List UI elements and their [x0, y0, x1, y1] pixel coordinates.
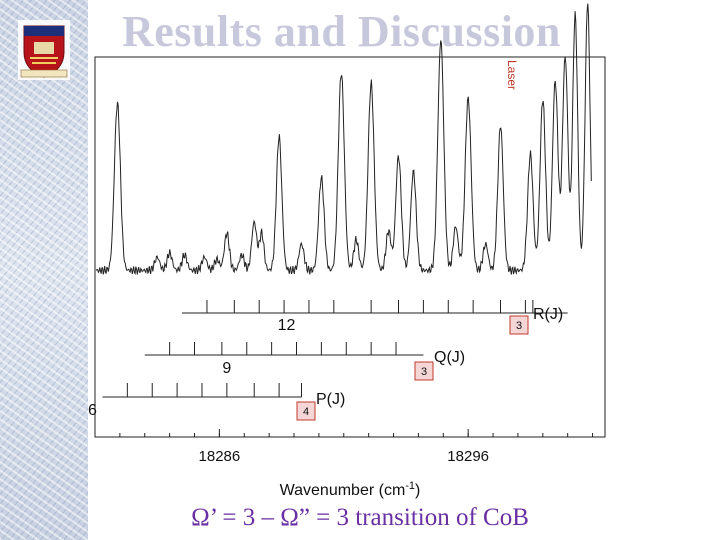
- x-axis-label-sup: -1: [405, 480, 415, 492]
- ladder-start-box: [509, 315, 529, 335]
- ladder-start-box: [296, 401, 316, 421]
- x-tick-label: 18286: [199, 448, 241, 465]
- ladder-start-label: 4: [303, 406, 309, 418]
- ladder-1: 9 3 Q(J): [144, 342, 465, 381]
- university-crest-logo: [18, 20, 70, 80]
- ladder-j-label: 12: [278, 317, 296, 334]
- spectrum-line: [95, 3, 592, 276]
- ladder-start-label: 3: [516, 320, 522, 332]
- x-axis-label: Wavenumber (cm-1): [280, 480, 421, 499]
- branch-name-q: Q(J): [434, 349, 465, 366]
- ladder-j-label: 9: [222, 360, 231, 377]
- ladder-start-box: [414, 361, 434, 381]
- slide-title: Results and Discussion: [122, 7, 561, 56]
- plot-frame: [94, 56, 606, 438]
- branch-name-p: P(J): [316, 391, 345, 408]
- decorative-sidebar: [0, 0, 88, 540]
- x-axis-label-text: Wavenumber (cm: [280, 482, 406, 499]
- slide-caption: Ω’ = 3 – Ω” = 3 transition of CoB: [191, 504, 529, 531]
- ladder-j-label: 6: [88, 402, 97, 419]
- x-tick-label: 18296: [447, 448, 489, 465]
- branch-name-r: R(J): [533, 306, 563, 323]
- x-axis-label-end: ): [415, 482, 420, 499]
- laser-label: Laser: [505, 60, 519, 90]
- ladder-2: 6 4 P(J): [88, 383, 345, 421]
- ladder-0: 12 3 R(J): [182, 300, 568, 335]
- ladder-start-label: 3: [421, 366, 427, 378]
